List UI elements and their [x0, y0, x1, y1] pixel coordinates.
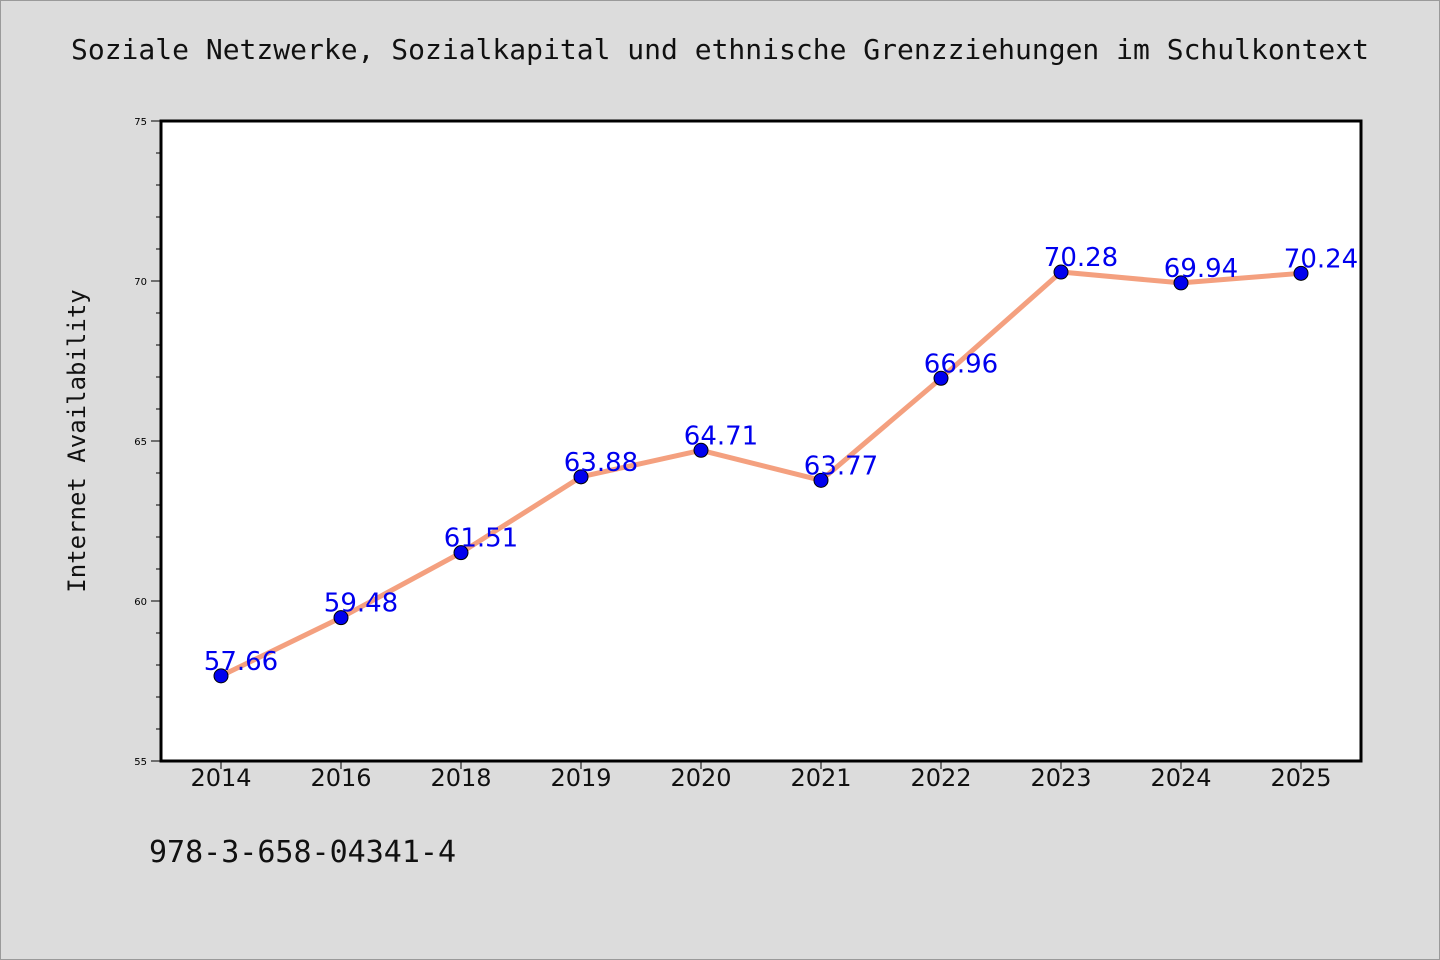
- x-tick-label: 2021: [790, 764, 851, 792]
- data-point: [1053, 264, 1069, 280]
- x-tick-label: 2014: [190, 764, 251, 792]
- chart-title: Soziale Netzwerke, Sozialkapital und eth…: [70, 33, 1370, 66]
- series-line: [218, 269, 1304, 679]
- data-label: 66.96: [924, 349, 998, 379]
- data-label: 61.51: [444, 524, 518, 554]
- data-label: 70.28: [1044, 243, 1118, 273]
- y-tick-label: 55: [134, 757, 147, 768]
- x-tick-label: 2022: [910, 764, 971, 792]
- x-tick-label: 2016: [310, 764, 371, 792]
- x-tick-label: 2019: [550, 764, 611, 792]
- y-tick-label: 60: [134, 597, 147, 608]
- y-tick-label: 65: [134, 437, 147, 448]
- x-tick-label: 2024: [1150, 764, 1211, 792]
- data-point: [453, 545, 469, 561]
- data-point: [573, 469, 589, 485]
- plot-area: [159, 119, 1363, 763]
- x-tick-label: 2025: [1270, 764, 1331, 792]
- data-point: [333, 610, 349, 626]
- data-point: [1293, 265, 1309, 281]
- data-label: 69.94: [1164, 254, 1238, 284]
- data-label: 57.66: [204, 647, 278, 677]
- footer-code: 978-3-658-04341-4: [149, 835, 457, 870]
- y-tick-label: 75: [134, 117, 147, 128]
- data-label: 59.48: [324, 589, 398, 619]
- data-point: [1173, 275, 1189, 291]
- x-tick-label: 2020: [670, 764, 731, 792]
- data-point: [213, 668, 229, 684]
- data-label: 64.71: [684, 421, 758, 451]
- data-label: 70.24: [1284, 244, 1358, 274]
- x-tick-label: 2023: [1030, 764, 1091, 792]
- y-axis-label: Internet Availability: [63, 289, 91, 592]
- data-label: 63.77: [804, 451, 878, 481]
- data-point: [933, 370, 949, 386]
- x-tick-label: 2018: [430, 764, 491, 792]
- data-label: 63.88: [564, 448, 638, 478]
- data-point: [693, 442, 709, 458]
- data-point: [813, 472, 829, 488]
- y-tick-label: 70: [134, 277, 147, 288]
